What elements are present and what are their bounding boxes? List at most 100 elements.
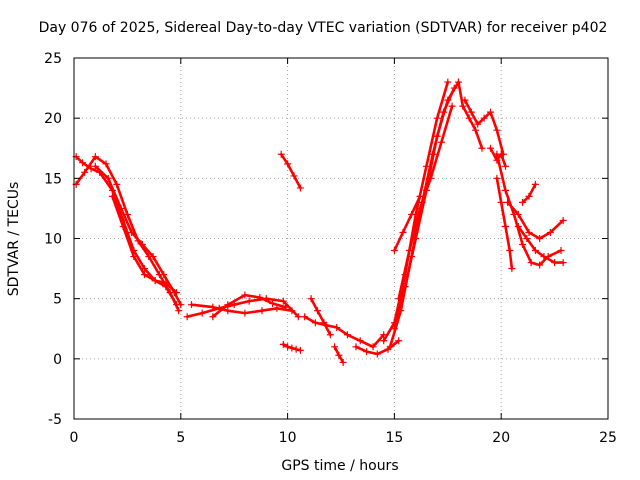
series-line — [393, 195, 422, 252]
data-point — [339, 358, 347, 366]
data-point — [113, 180, 121, 188]
data-point — [138, 241, 146, 249]
x-tick-label: 0 — [70, 430, 79, 446]
data-point — [514, 222, 522, 230]
data-point — [87, 165, 95, 173]
data-point — [79, 159, 87, 167]
data-point — [536, 261, 544, 269]
y-tick-label: 15 — [44, 171, 62, 187]
data-point — [519, 198, 527, 206]
data-point — [311, 319, 319, 327]
data-point — [386, 343, 394, 351]
data-point — [173, 289, 181, 297]
data-point — [546, 228, 554, 236]
data-point — [294, 313, 302, 321]
series-line — [457, 80, 484, 150]
data-point — [459, 102, 467, 110]
data-point — [326, 331, 334, 339]
data-point — [91, 162, 99, 170]
data-point — [307, 295, 315, 303]
data-point — [331, 343, 339, 351]
data-point — [437, 138, 445, 146]
data-point — [433, 132, 441, 140]
y-tick-label: 20 — [44, 111, 62, 127]
data-point — [241, 309, 249, 317]
data-point — [130, 253, 138, 261]
data-point — [395, 337, 403, 345]
data-point — [241, 291, 249, 299]
series-arc-11 — [307, 295, 334, 339]
data-point — [501, 222, 509, 230]
data-point — [117, 204, 125, 212]
x-axis-label: GPS time / hours — [281, 458, 398, 474]
data-point — [333, 324, 341, 332]
series-line — [495, 153, 563, 267]
series-arc-25 — [514, 222, 567, 267]
data-point — [301, 313, 309, 321]
data-point — [531, 180, 539, 188]
data-point — [523, 235, 531, 242]
data-point — [296, 346, 304, 354]
data-point — [288, 307, 296, 315]
data-point — [504, 198, 512, 206]
data-point — [284, 160, 292, 168]
series-arc-10 — [301, 313, 388, 351]
series-arc-14 — [380, 78, 452, 345]
data-point — [472, 126, 480, 134]
series-arc-17 — [395, 102, 456, 303]
data-point — [559, 216, 567, 224]
data-point — [177, 301, 185, 309]
data-point — [279, 297, 287, 305]
data-point — [104, 174, 112, 182]
x-tick-label: 5 — [176, 430, 185, 446]
data-point — [467, 108, 475, 116]
data-point — [478, 144, 486, 152]
data-point — [343, 331, 351, 339]
series-arc-1 — [72, 153, 183, 315]
data-point — [335, 351, 343, 359]
series-arc-26 — [519, 180, 539, 206]
data-point — [160, 271, 168, 279]
data-point — [514, 210, 522, 218]
data-point — [151, 277, 159, 285]
series-arc-6 — [187, 301, 296, 317]
data-point — [320, 319, 328, 327]
series-line — [463, 98, 505, 156]
data-point — [119, 222, 127, 230]
data-point — [128, 228, 136, 236]
data-point — [416, 204, 424, 212]
series-arc-19 — [454, 78, 486, 152]
data-point — [187, 301, 195, 309]
data-point — [288, 344, 296, 352]
x-tick-label: 25 — [599, 430, 617, 446]
data-point — [175, 307, 183, 315]
data-point — [373, 350, 381, 358]
data-point — [465, 114, 473, 122]
data-point — [480, 114, 488, 122]
series-arc-8 — [279, 340, 304, 354]
data-point — [444, 78, 452, 86]
data-point — [559, 259, 567, 267]
data-point — [91, 153, 99, 161]
data-point — [224, 301, 232, 309]
series-arc-22 — [493, 174, 516, 273]
axis-ticks: 0 5 10 15 20 25 -5 0 5 10 15 20 25 — [44, 51, 617, 446]
data-point — [405, 247, 413, 255]
data-point — [245, 297, 253, 305]
series-line — [211, 293, 287, 319]
data-point — [551, 259, 559, 267]
data-point — [140, 271, 148, 279]
series-arc-9 — [277, 150, 304, 192]
data-point — [277, 150, 285, 158]
x-tick-label: 10 — [279, 430, 297, 446]
data-point — [399, 228, 407, 236]
y-tick-label: 0 — [53, 352, 62, 368]
data-point — [269, 299, 277, 307]
data-point — [292, 345, 300, 353]
data-point — [525, 192, 533, 200]
data-point — [519, 241, 527, 249]
data-point — [183, 313, 191, 321]
series-line — [303, 315, 386, 349]
y-axis-label: SDTVAR / TECUs — [6, 182, 22, 297]
